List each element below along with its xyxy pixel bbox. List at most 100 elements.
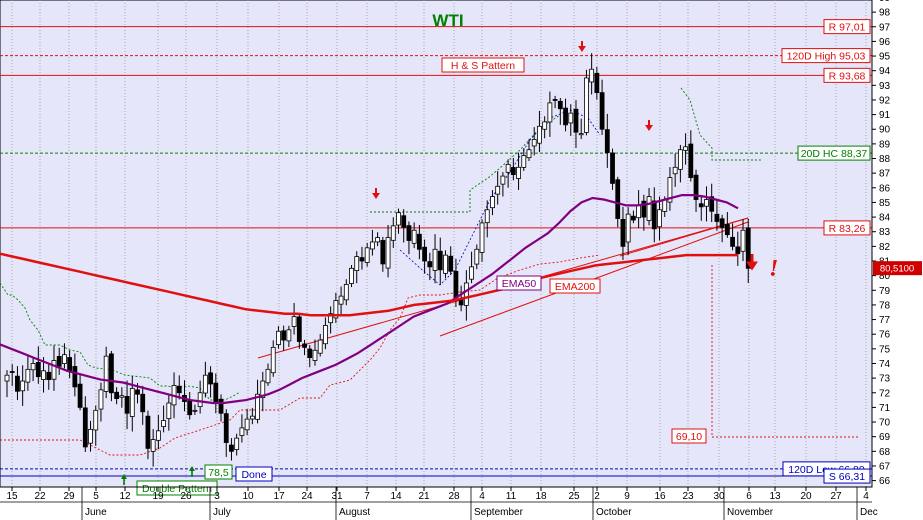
candle: [479, 219, 485, 262]
y-tick-label: 80: [879, 271, 891, 282]
y-tick-label: 73: [879, 374, 891, 385]
candle: [62, 343, 67, 369]
annotation-box: [549, 278, 601, 294]
candle-body-up: [479, 222, 485, 253]
y-tick-label: 66: [879, 476, 891, 487]
candle: [594, 66, 600, 100]
candle: [469, 251, 474, 284]
candle-body-down: [735, 246, 741, 255]
x-month-label: July: [213, 507, 231, 518]
x-tick-label: 20: [800, 491, 812, 502]
candle: [463, 270, 469, 321]
candle-body-down: [140, 393, 146, 413]
level-label-box: [823, 19, 871, 35]
candle: [56, 347, 62, 375]
candle-body-up: [93, 409, 99, 431]
candle-body-up: [119, 395, 125, 398]
annotation-label: EMA50: [502, 278, 537, 290]
y-tick-label: 69: [879, 432, 891, 443]
candle: [495, 171, 501, 205]
candle: [709, 183, 715, 223]
x-tick-label: 26: [180, 491, 192, 502]
candle-body-down: [35, 361, 41, 378]
candle: [484, 200, 490, 238]
candle: [82, 396, 88, 452]
candle-body-up: [260, 380, 266, 399]
x-tick-label: 17: [273, 491, 285, 502]
candle: [20, 365, 26, 406]
candle-body-down: [745, 227, 751, 269]
candle-body-up: [657, 209, 662, 228]
candle: [88, 420, 93, 452]
candle: [416, 224, 422, 260]
candle: [537, 110, 542, 153]
candle: [328, 306, 334, 334]
candle: [396, 208, 401, 234]
candle: [124, 380, 130, 430]
candle-body-up: [463, 282, 469, 306]
x-tick-label: 28: [448, 491, 460, 502]
candle-body-down: [302, 343, 307, 348]
y-tick-label: 67: [879, 461, 891, 472]
candle: [677, 144, 683, 183]
candle-body-down: [422, 246, 428, 262]
y-tick-label: 72: [879, 388, 891, 399]
last-price-label: 80,5100: [880, 264, 914, 275]
y-tick-label: 85: [879, 198, 891, 209]
annotation: EMA50: [496, 275, 542, 291]
annotation-box: [671, 428, 707, 444]
candle: [333, 292, 339, 323]
candle-body-down: [380, 240, 386, 265]
candle: [547, 91, 553, 137]
x-axis: 15 22 29 5 12 19 26 3 10 17 24 31 7 14 21 28 4 11 18 25 2 9 16…: [0, 486, 878, 520]
candle-body-up: [589, 68, 595, 83]
candle: [239, 414, 245, 443]
candle: [552, 95, 558, 109]
candle: [406, 221, 412, 255]
candle-body-up: [364, 247, 370, 263]
candle-body-up: [667, 177, 673, 203]
x-tick-label: 4: [863, 491, 869, 502]
x-tick-label: 27: [830, 491, 842, 502]
level-label: 120D High 95,03: [787, 51, 866, 63]
candle-body-down: [724, 224, 730, 236]
candle: [631, 210, 636, 224]
x-tick-label: 19: [152, 491, 164, 502]
candle-body-down: [610, 152, 615, 184]
candle: [432, 234, 438, 284]
plot-background: [0, 0, 873, 488]
candle: [745, 218, 751, 284]
x-tick-label: 12: [119, 491, 131, 502]
candle: [578, 118, 584, 140]
annotation: EMA200: [549, 278, 601, 294]
candle: [109, 350, 114, 402]
candle-body-down: [109, 353, 114, 394]
candle: [9, 364, 15, 386]
level-label: 20D HC 88,37: [801, 148, 868, 160]
level-label-box: [823, 220, 871, 236]
candle: [667, 167, 673, 211]
candle: [317, 333, 323, 357]
candle: [46, 363, 52, 390]
y-tick-label: 90: [879, 125, 891, 136]
candle: [437, 237, 443, 285]
candle-body-up: [150, 439, 156, 452]
candle-body-up: [474, 248, 480, 265]
candle: [505, 159, 511, 188]
x-tick-label: 2: [594, 491, 600, 502]
up-arrow-icon: [189, 466, 195, 477]
x-tick-label: 18: [535, 491, 547, 502]
candle-body-up: [88, 428, 93, 444]
candle: [255, 379, 260, 424]
candle-body-down: [213, 382, 219, 404]
candle: [260, 371, 266, 412]
annotation-box: [204, 464, 233, 480]
candle-body-up: [244, 418, 250, 431]
candle: [526, 139, 532, 162]
candle: [380, 236, 386, 272]
candle-body-down: [281, 330, 287, 341]
candle-body-up: [537, 125, 542, 144]
candle-body-down: [688, 143, 694, 178]
candle-body-up: [484, 209, 490, 224]
candle: [568, 104, 574, 136]
